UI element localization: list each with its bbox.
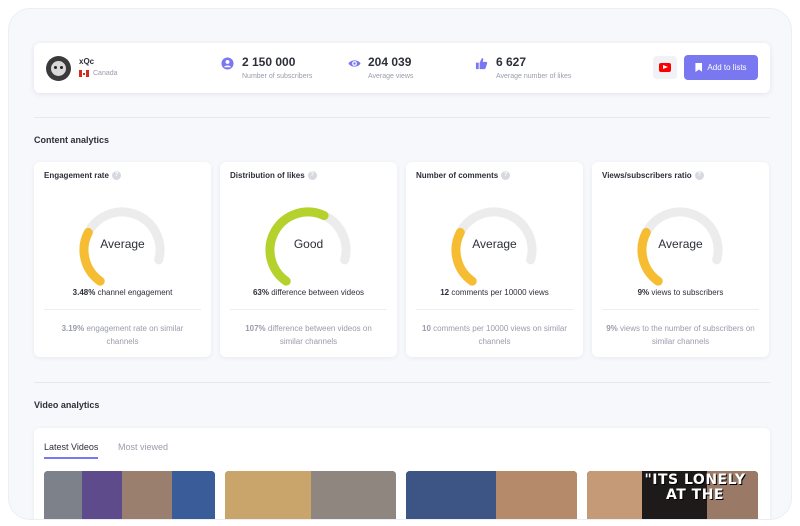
metric-comparison-text: 107% difference between videos on simila… [234, 322, 383, 348]
metric-title-text: Engagement rate [44, 171, 109, 180]
metric-card-number-of-comments: Number of comments ? Average 12 comments… [406, 162, 583, 357]
metric-comparison-description: comments per 10000 views on similar chan… [430, 324, 567, 346]
metric-separator [602, 309, 759, 310]
avatar[interactable] [46, 56, 71, 81]
metric-comparison-value: 3.19% [61, 324, 85, 333]
metric-separator [416, 309, 573, 310]
content-analytics-title: Content analytics [34, 135, 110, 145]
metric-comparison-text: 10 comments per 10000 views on similar c… [420, 322, 569, 348]
channel-header-card: xQc Canada 2 150 000 Number of subscribe… [34, 43, 770, 93]
help-icon[interactable]: ? [307, 171, 317, 180]
metric-main-text: 12 comments per 10000 views [406, 288, 583, 297]
metric-comparison-text: 3.19% engagement rate on similar channel… [48, 322, 197, 348]
add-to-lists-label: Add to lists [707, 63, 747, 72]
metric-comparison-description: views to the number of subscribers on si… [617, 324, 755, 346]
channel-country: Canada [79, 70, 118, 77]
bookmark-icon [695, 63, 703, 72]
metric-comparison-text: 9% views to the number of subscribers on… [606, 322, 755, 348]
metric-main-text: 63% difference between videos [220, 288, 397, 297]
metric-comparison-value: 10 [422, 324, 431, 333]
add-to-lists-button[interactable]: Add to lists [684, 55, 758, 80]
metric-main-text: 9% views to subscribers [592, 288, 769, 297]
gauge-chart [265, 207, 351, 286]
gauge-rating-label: Average [100, 237, 145, 251]
metric-card-title: Number of comments ? [416, 171, 511, 180]
metric-separator [44, 309, 201, 310]
country-label: Canada [93, 70, 118, 77]
gauge-rating-label: Average [658, 237, 703, 251]
metric-card-title: Engagement rate ? [44, 171, 121, 180]
divider [34, 117, 770, 118]
gauge-fill [637, 227, 663, 286]
help-icon[interactable]: ? [694, 171, 704, 180]
gauge-rating-label: Average [472, 237, 517, 251]
gauge-chart [79, 207, 165, 286]
video-thumbnail[interactable] [406, 471, 577, 519]
metric-card-title: Distribution of likes ? [230, 171, 317, 180]
divider [34, 382, 770, 383]
gauge-fill [451, 227, 477, 286]
gauge-fill [265, 207, 329, 286]
metric-title-text: Views/subscribers ratio [602, 171, 692, 180]
thumbs-up-icon [475, 58, 488, 70]
metric-title-text: Number of comments [416, 171, 499, 180]
metric-card-engagement-rate: Engagement rate ? Average 3.48% channel … [34, 162, 211, 357]
stat-value: 6 627 [496, 55, 527, 69]
metric-main-description: comments per 10000 views [449, 288, 549, 297]
metric-comparison-value: 9% [606, 324, 618, 333]
metric-comparison-value: 107% [245, 324, 266, 333]
stat-label: Number of subscribers [242, 73, 313, 80]
youtube-channel-button[interactable] [653, 56, 677, 79]
video-analytics-title: Video analytics [34, 400, 100, 410]
help-icon[interactable]: ? [111, 171, 121, 180]
tab-latest-videos[interactable]: Latest Videos [44, 442, 99, 459]
video-thumbnail[interactable]: "ITS LONELY AT THE [587, 471, 758, 519]
gauge-fill [79, 227, 105, 286]
metric-main-value: 12 [440, 288, 450, 297]
metric-main-value: 9% [637, 288, 650, 297]
app-frame: xQc Canada 2 150 000 Number of subscribe… [8, 8, 792, 520]
gauge-rating-label: Good [293, 237, 324, 251]
metric-comparison-description: difference between videos on similar cha… [265, 324, 372, 346]
eye-icon [348, 60, 361, 67]
metric-separator [230, 309, 387, 310]
metric-card-distribution-of-likes: Distribution of likes ? Good 63% differe… [220, 162, 397, 357]
gauge-chart [637, 207, 723, 286]
metric-comparison-description: engagement rate on similar channels [84, 324, 184, 346]
subscribers-icon [221, 57, 234, 70]
stat-label: Average views [368, 73, 414, 80]
gauge-chart [451, 207, 537, 286]
canada-flag-icon [79, 70, 89, 77]
metric-main-description: difference between videos [268, 288, 365, 297]
metric-main-description: channel engagement [95, 288, 173, 297]
video-analytics-panel: Latest Videos Most viewed "ITS LONELY AT… [34, 428, 770, 519]
video-thumbnail[interactable] [44, 471, 215, 519]
metric-title-text: Distribution of likes [230, 171, 305, 180]
stat-label: Average number of likes [496, 73, 572, 80]
metric-main-text: 3.48% channel engagement [34, 288, 211, 297]
metric-card-title: Views/subscribers ratio ? [602, 171, 704, 180]
metric-card-views-subscribers-ratio: Views/subscribers ratio ? Average 9% vie… [592, 162, 769, 357]
help-icon[interactable]: ? [501, 171, 511, 180]
video-thumbnail[interactable] [225, 471, 396, 519]
metric-main-value: 3.48% [72, 288, 96, 297]
youtube-icon [659, 63, 671, 72]
metric-main-value: 63% [252, 288, 269, 297]
stat-value: 204 039 [368, 55, 412, 69]
channel-name[interactable]: xQc [79, 57, 95, 66]
video-thumbnail-caption: "ITS LONELY AT THE [644, 472, 746, 503]
stat-value: 2 150 000 [242, 55, 296, 69]
tab-most-viewed[interactable]: Most viewed [118, 442, 169, 452]
metric-main-description: views to subscribers [649, 288, 724, 297]
